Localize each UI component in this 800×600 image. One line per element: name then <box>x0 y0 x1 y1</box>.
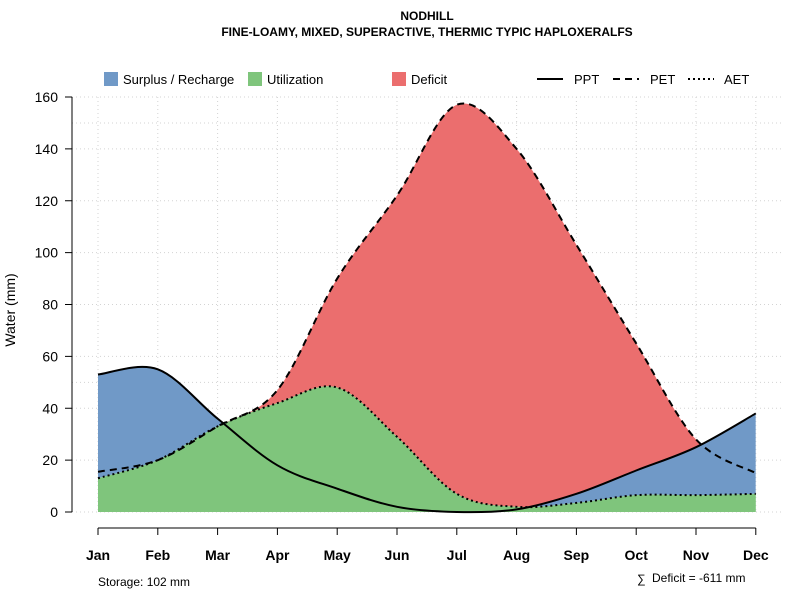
legend-label-ppt: PPT <box>574 72 599 87</box>
area-deficit <box>98 103 756 508</box>
area-layer <box>98 103 756 513</box>
x-tick-label: Aug <box>503 547 530 563</box>
series-line-ppt <box>97 365 757 514</box>
y-tick-label: 80 <box>42 297 58 313</box>
legend-label-aet: AET <box>724 72 749 87</box>
storage-annotation: Storage: 102 mm <box>98 575 190 589</box>
x-tick-label: Mar <box>205 547 230 563</box>
deficit-sum-icon: ∑ <box>637 572 646 586</box>
line-layer <box>97 102 757 514</box>
x-tick-label: Dec <box>743 547 769 563</box>
series-line-aet <box>97 385 756 509</box>
x-tick-label: Oct <box>625 547 649 563</box>
x-tick-label: Jul <box>447 547 467 563</box>
x-tick-label: Nov <box>683 547 710 563</box>
y-tick-label: 20 <box>42 452 58 468</box>
y-tick-label: 0 <box>50 504 58 520</box>
y-tick-label: 40 <box>42 400 58 416</box>
series-line-pet <box>97 102 757 474</box>
deficit-annotation: Deficit = -611 mm <box>652 571 745 585</box>
x-tick-label: Feb <box>145 547 170 563</box>
legend-swatch-utilization <box>248 72 262 86</box>
chart-title: NODHILL <box>400 9 453 23</box>
legend-label-deficit: Deficit <box>411 72 448 87</box>
legend-label-pet: PET <box>650 72 675 87</box>
x-tick-label: Sep <box>564 547 590 563</box>
x-tick-label: Apr <box>265 547 290 563</box>
legend-label-surplus: Surplus / Recharge <box>123 72 234 87</box>
legend-swatch-surplus <box>104 72 118 86</box>
y-tick-label: 60 <box>42 348 58 364</box>
y-tick-label: 140 <box>35 141 59 157</box>
chart-subtitle: FINE-LOAMY, MIXED, SUPERACTIVE, THERMIC … <box>221 25 632 39</box>
legend-label-utilization: Utilization <box>267 72 323 87</box>
y-tick-label: 120 <box>35 193 59 209</box>
x-tick-label: Jan <box>86 547 110 563</box>
axes: 0 20 40 60 80 100 120 140 160 Jan Feb Mar Apr May Jun J… <box>35 89 769 563</box>
y-tick-label: 160 <box>35 89 59 105</box>
x-tick-label: May <box>324 547 351 563</box>
y-axis-label: Water (mm) <box>2 273 18 346</box>
area-utilization <box>98 386 756 512</box>
x-tick-label: Jun <box>385 547 410 563</box>
y-tick-label: 100 <box>35 245 59 261</box>
legend-swatch-deficit <box>392 72 406 86</box>
legend: Surplus / Recharge Utilization Deficit P… <box>104 72 749 87</box>
